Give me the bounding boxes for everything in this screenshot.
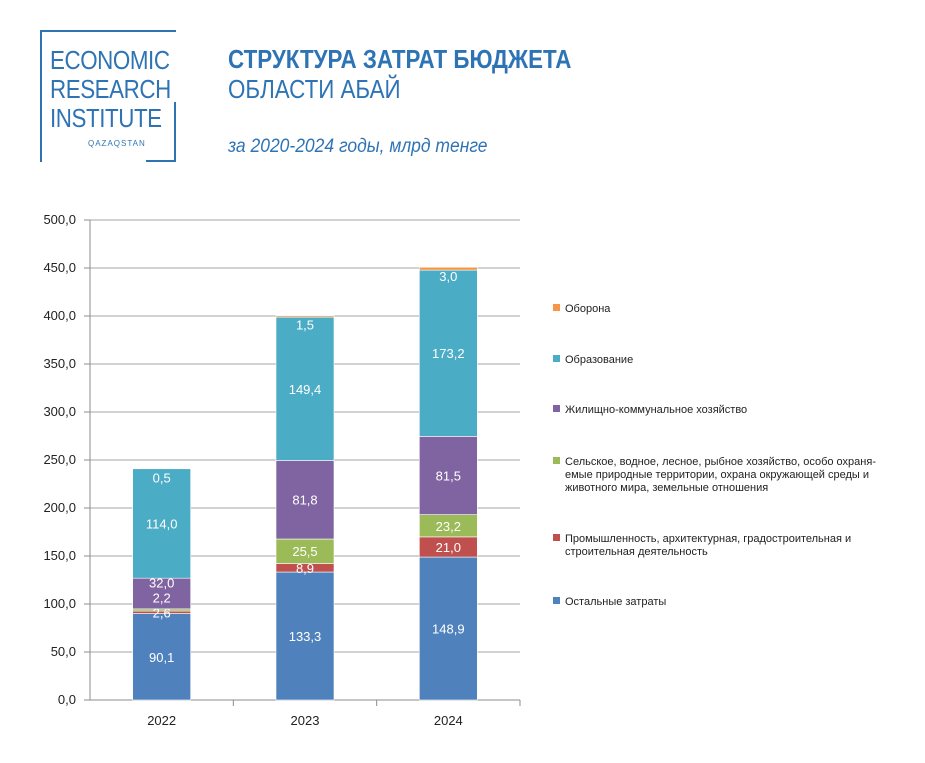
data-label: 3,0 [439, 269, 457, 284]
x-tick-label: 2022 [147, 713, 176, 728]
bar-segment [132, 613, 191, 701]
data-label: 21,0 [436, 540, 461, 555]
y-tick-label: 50,0 [51, 644, 76, 659]
legend-label: Сельское, водное, лесное, рыбное хозяйст… [565, 456, 876, 468]
legend-swatch [553, 534, 560, 541]
y-tick-label: 500,0 [43, 212, 76, 227]
legend-swatch [553, 457, 560, 464]
data-label: 133,3 [289, 629, 322, 644]
legend-swatch [553, 597, 560, 604]
chart-subtitle: за 2020-2024 годы, млрд тенге [228, 136, 488, 157]
bar-segment [132, 577, 191, 610]
bar-segment [275, 538, 335, 564]
bar-segment [419, 269, 478, 437]
y-tick-label: 150,0 [43, 548, 76, 563]
chart-title: СТРУКТУРА ЗАТРАТ БЮДЖЕТА [228, 44, 572, 74]
data-label: 1,5 [296, 318, 314, 333]
bar-segment [275, 571, 335, 701]
chart-header: СТРУКТУРА ЗАТРАТ БЮДЖЕТА ОБЛАСТИ АБАЙ за… [228, 44, 627, 158]
data-label: 149,4 [289, 382, 322, 397]
data-label: 23,2 [436, 519, 461, 534]
legend-swatch [553, 405, 560, 412]
y-tick-label: 250,0 [43, 452, 76, 467]
chart-title-region: ОБЛАСТИ АБАЙ [228, 74, 401, 104]
logo-line-1: ECONOMIC [50, 45, 170, 75]
data-label: 2,2 [153, 590, 171, 605]
logo-line-2: RESEARCH [50, 74, 171, 104]
data-label: 0,5 [153, 470, 171, 485]
data-label: 81,5 [436, 469, 461, 484]
legend-swatch [553, 304, 560, 311]
logo-subtitle: QAZAQSTAN [88, 139, 146, 148]
data-label: 25,5 [292, 544, 317, 559]
y-tick-label: 100,0 [43, 596, 76, 611]
bar-segment [275, 316, 335, 461]
data-label: 2,6 [153, 605, 171, 620]
x-tick-label: 2023 [291, 713, 320, 728]
legend-label: строительная деятельность [565, 546, 708, 558]
logo-frame-corner-bottom [146, 160, 176, 162]
y-tick-label: 300,0 [43, 404, 76, 419]
y-tick-label: 450,0 [43, 260, 76, 275]
bar-segment [419, 436, 478, 515]
bar-segment [275, 460, 335, 540]
legend-label: емые природные территории, охрана окружа… [565, 469, 869, 481]
legend-label: Промышленность, архитектурная, градостро… [565, 533, 851, 545]
logo-line-3: INSTITUTE [50, 103, 162, 133]
legend-swatch [553, 355, 560, 362]
logo-frame-corner [174, 102, 176, 162]
data-label: 114,0 [146, 516, 178, 531]
bar-segment [132, 467, 191, 470]
bar-segment [275, 315, 335, 318]
data-label: 173,2 [432, 346, 465, 361]
legend-label: Оборона [565, 303, 611, 315]
legend-label: Остальные затраты [565, 596, 666, 608]
legend-label: Образование [565, 354, 633, 366]
data-label: 32,0 [149, 575, 174, 590]
bar-segment [419, 556, 478, 701]
bar-segment [132, 468, 191, 579]
bar-segment [419, 266, 478, 271]
legend-label: Жилищно-коммунальное хозяйство [565, 404, 747, 416]
y-tick-label: 0,0 [58, 692, 76, 707]
y-tick-label: 200,0 [43, 500, 76, 515]
data-label: 90,1 [149, 650, 174, 665]
y-tick-label: 400,0 [43, 308, 76, 323]
x-tick-label: 2024 [434, 713, 463, 728]
data-label: 81,8 [292, 493, 317, 508]
data-label: 8,9 [296, 561, 314, 576]
y-tick-label: 350,0 [43, 356, 76, 371]
logo: ECONOMIC RESEARCH INSTITUTE QAZAQSTAN [40, 30, 176, 162]
legend-label: животного мира, земельные отношения [565, 482, 768, 494]
data-label: 148,9 [432, 622, 465, 637]
